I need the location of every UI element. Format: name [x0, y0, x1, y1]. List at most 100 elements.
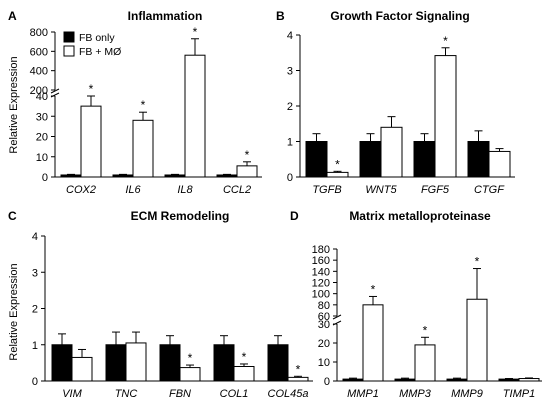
bar — [105, 344, 127, 382]
panel-letter: D — [290, 209, 299, 223]
bar — [184, 54, 206, 178]
bar — [466, 298, 488, 382]
y-tick-label: 100 — [312, 289, 330, 301]
panel-title: Matrix metalloproteinase — [349, 209, 491, 223]
bar — [498, 378, 520, 382]
bar — [159, 344, 181, 382]
x-category-label: TGFB — [312, 184, 341, 196]
bar — [164, 174, 186, 178]
significance-star: * — [89, 82, 94, 96]
bar — [216, 174, 238, 178]
y-tick-label: 20 — [36, 132, 48, 144]
bar — [179, 367, 201, 382]
significance-star: * — [335, 157, 340, 171]
significance-star: * — [242, 350, 247, 364]
axis-break-mark — [332, 320, 342, 326]
y-tick-label: 60 — [318, 311, 330, 323]
legend-swatch-fb-only — [63, 31, 75, 43]
y-tick-label: 160 — [312, 255, 330, 267]
axis-break-mark — [50, 88, 60, 94]
legend: FB only FB + MØ — [63, 31, 121, 58]
panel-a: A Inflammation Relative Expression 0 10 20 30 4… — [8, 9, 262, 196]
panel-letter: B — [276, 9, 285, 23]
bar — [132, 119, 154, 178]
bar — [112, 174, 134, 178]
y-axis-label: Relative Expression — [8, 56, 20, 153]
x-category-label: CTGF — [474, 184, 505, 196]
y-tick-label: 140 — [312, 266, 330, 278]
y-tick-label: 40 — [36, 91, 48, 103]
bar — [362, 304, 384, 382]
significance-star: * — [371, 282, 376, 296]
bar — [380, 126, 403, 178]
y-tick-label: 30 — [318, 319, 330, 331]
bar — [233, 366, 255, 382]
y-tick-label: 400 — [30, 66, 48, 78]
x-category-label: IL8 — [177, 184, 193, 196]
x-category-label: TIMP1 — [503, 388, 535, 400]
x-category-label: FGF5 — [421, 184, 450, 196]
axis-break-mark — [50, 92, 60, 98]
significance-star: * — [188, 351, 193, 365]
panel-title: ECM Remodeling — [131, 209, 230, 223]
axis-break-mark — [332, 314, 342, 320]
legend-swatch-fb-mo — [63, 45, 75, 57]
y-tick-label: 2 — [32, 304, 38, 316]
bar — [71, 356, 93, 382]
y-tick-label: 2 — [287, 101, 293, 113]
y-tick-label: 1 — [32, 340, 38, 352]
significance-star: * — [296, 362, 301, 376]
x-category-label: COL1 — [220, 388, 249, 400]
y-tick-label: 0 — [32, 376, 38, 388]
x-category-label: MMP3 — [399, 388, 432, 400]
bar — [125, 342, 147, 382]
bar — [414, 344, 436, 382]
bar — [342, 378, 364, 382]
significance-star: * — [475, 255, 480, 269]
y-tick-label: 0 — [287, 172, 293, 184]
x-category-label: FBN — [169, 388, 191, 400]
bar — [467, 141, 490, 178]
bar — [518, 378, 540, 382]
bar — [236, 165, 258, 178]
bar — [326, 171, 349, 178]
x-category-label: MMP1 — [347, 388, 379, 400]
y-tick-label: 4 — [287, 30, 293, 42]
bar — [394, 378, 416, 382]
bar — [488, 150, 511, 178]
y-tick-label: 80 — [318, 300, 330, 312]
bar — [60, 174, 82, 178]
y-tick-label: 0 — [42, 172, 48, 184]
significance-star: * — [443, 34, 448, 48]
y-tick-label: 800 — [30, 27, 48, 39]
y-tick-label: 180 — [312, 244, 330, 256]
x-category-label: IL6 — [125, 184, 141, 196]
panel-title: Growth Factor Signaling — [330, 9, 469, 23]
significance-star: * — [141, 98, 146, 112]
bar — [287, 376, 309, 382]
y-tick-label: 120 — [312, 278, 330, 290]
panel-letter: C — [8, 209, 17, 223]
bar — [51, 344, 73, 382]
x-category-label: TNC — [115, 388, 138, 400]
significance-star: * — [193, 25, 198, 39]
y-tick-label: 4 — [32, 231, 38, 243]
y-tick-label: 600 — [30, 46, 48, 58]
bar — [413, 141, 436, 178]
panel-letter: A — [8, 9, 17, 23]
panel-d: D Matrix metalloproteinase010203060801001… — [290, 209, 542, 400]
y-tick-label: 200 — [30, 85, 48, 97]
bar — [80, 105, 102, 178]
legend-label-fb-mo: FB + MØ — [79, 46, 121, 58]
bar — [359, 141, 382, 178]
panel-c: C ECM Remodeling Relative Expression 0 1 2 3 4 V… — [8, 209, 313, 400]
bar — [305, 141, 328, 178]
bar — [213, 344, 235, 382]
y-tick-label: 30 — [36, 111, 48, 123]
y-tick-label: 10 — [318, 357, 330, 369]
y-axis-label: Relative Expression — [8, 263, 20, 360]
y-tick-label: 0 — [324, 376, 330, 388]
bar — [446, 378, 468, 382]
significance-star: * — [423, 323, 428, 337]
